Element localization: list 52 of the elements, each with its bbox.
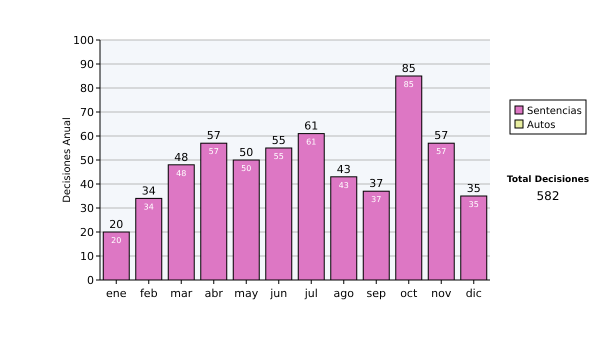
total-label: 57 (434, 129, 448, 142)
x-tick-label: ago (334, 287, 354, 300)
text: Total Decisiones (506, 175, 590, 185)
total-label: 57 (206, 129, 221, 142)
total-label: 85 (402, 62, 416, 75)
data-label: 20 (111, 236, 122, 245)
total-label: 37 (369, 177, 384, 190)
x-tick-label: nov (431, 287, 452, 300)
y-tick-label: 50 (80, 154, 94, 167)
data-label: 55 (274, 152, 284, 161)
total-label: 20 (109, 218, 124, 231)
data-label: 35 (468, 200, 479, 209)
x-tick-label: feb (140, 287, 158, 300)
y-tick-label: 80 (80, 82, 94, 95)
y-tick-label: 30 (80, 202, 94, 215)
legend-label: Autos (527, 120, 556, 131)
data-label: 57 (208, 147, 219, 156)
x-tick-label: jul (304, 287, 318, 300)
y-tick-label: 90 (80, 58, 94, 71)
x-tick-label: dic (466, 287, 482, 300)
x-tick-label: oct (400, 287, 418, 300)
data-label: 57 (436, 147, 446, 156)
x-tick-label: may (234, 287, 259, 300)
y-tick-label: 70 (80, 106, 94, 119)
y-tick-label: 40 (80, 178, 94, 191)
x-tick-label: jun (269, 287, 288, 300)
total-label: 43 (336, 162, 351, 176)
total-label: 50 (239, 146, 254, 159)
total-label: 48 (174, 150, 188, 164)
text: 582 (536, 189, 560, 203)
y-axis-title: Decisiones Anual (62, 117, 73, 203)
data-label: 50 (241, 164, 252, 173)
total-label: 35 (466, 182, 481, 195)
data-label: 34 (144, 202, 154, 212)
x-tick-label: sep (366, 287, 386, 300)
y-tick-label: 0 (87, 274, 94, 287)
data-label: 48 (176, 168, 186, 178)
total-label: 55 (272, 134, 286, 147)
y-tick-label: 10 (80, 250, 94, 263)
data-label: 85 (404, 80, 414, 89)
data-label: 37 (371, 195, 382, 204)
x-tick-label: ene (106, 287, 127, 300)
y-tick-label: 20 (80, 226, 94, 239)
y-tick-label: 100 (73, 34, 94, 47)
y-tick-label: 60 (80, 130, 94, 143)
legend-label: Sentencias (527, 106, 582, 117)
x-tick-label: abr (204, 287, 224, 300)
total-label: 34 (142, 184, 156, 198)
total-label: 61 (304, 120, 318, 133)
data-label: 61 (306, 138, 316, 147)
x-tick-label: mar (170, 287, 193, 300)
data-label: 43 (338, 180, 349, 190)
